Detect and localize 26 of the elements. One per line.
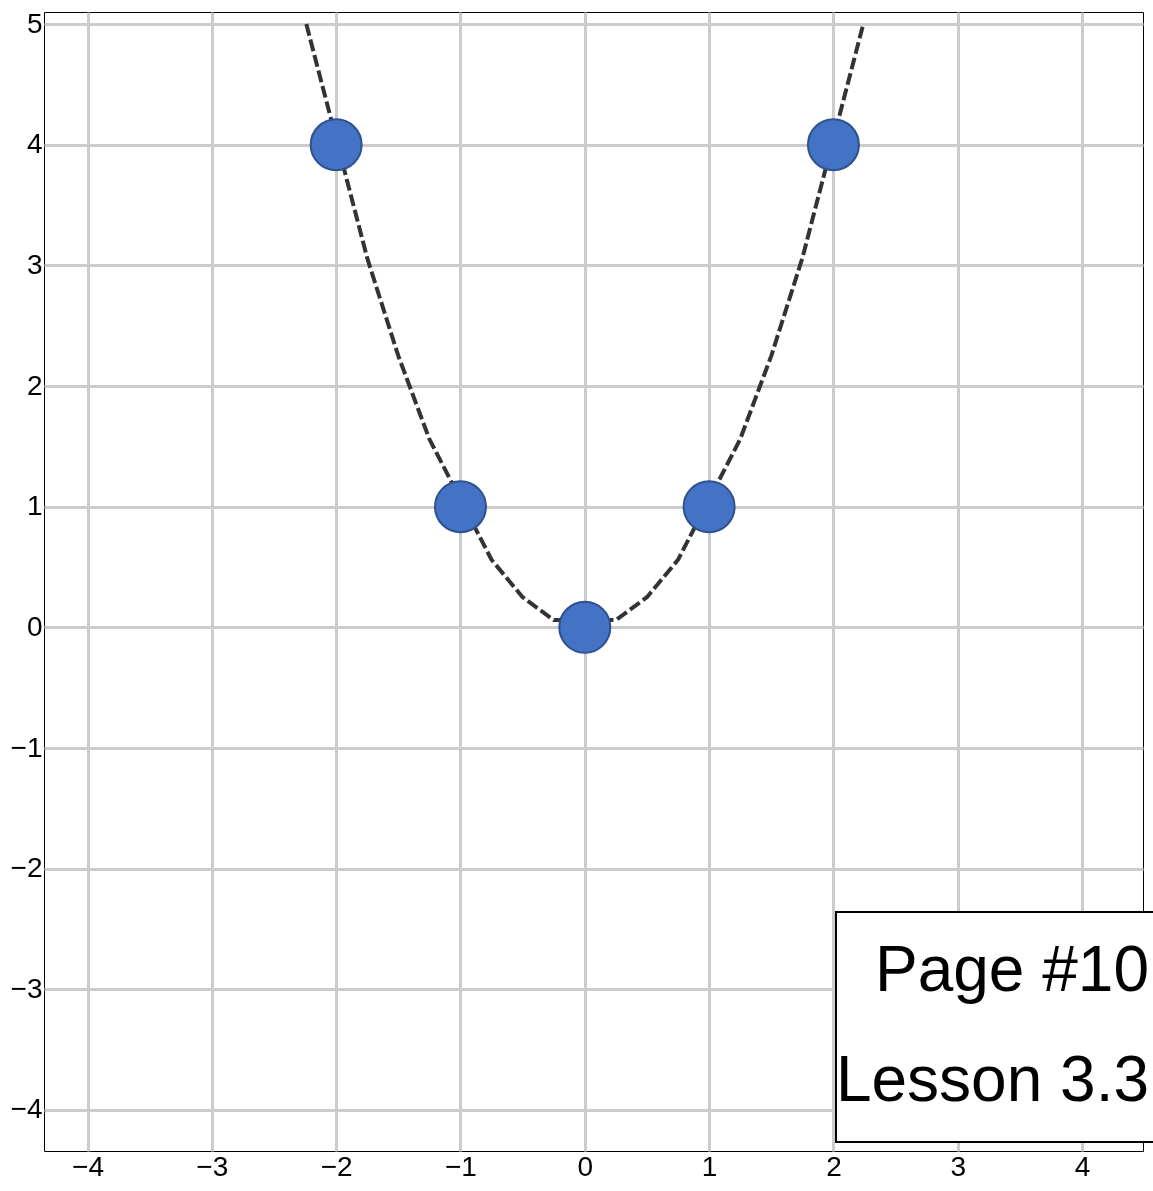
y-tick-label: −4 — [10, 1093, 43, 1125]
x-tick-label: −2 — [320, 1150, 353, 1182]
y-tick-label: −2 — [10, 852, 43, 884]
point — [309, 118, 363, 172]
annotation: Lesson 3.3 — [835, 1043, 1149, 1115]
y-tick-label: 5 — [26, 7, 43, 39]
y-tick-label: 0 — [26, 610, 43, 642]
y-tick-label: −3 — [10, 972, 43, 1004]
point — [558, 600, 612, 654]
annotation: Page #10 — [874, 933, 1149, 1005]
point — [682, 480, 736, 534]
x-tick-label: −4 — [72, 1150, 104, 1182]
y-tick-label: 4 — [26, 128, 43, 160]
x-tick-label: 2 — [826, 1150, 842, 1182]
point — [433, 480, 487, 534]
y-tick-label: 1 — [26, 490, 43, 522]
x-tick-label: 1 — [701, 1150, 718, 1182]
x-tick-label: 0 — [577, 1150, 594, 1182]
y-tick-label: 2 — [26, 369, 43, 401]
y-tick-label: 3 — [26, 248, 43, 280]
x-tick-label: −3 — [196, 1150, 229, 1182]
y-tick-label: −1 — [10, 731, 43, 763]
x-tick-label: −1 — [445, 1150, 477, 1182]
point — [806, 118, 860, 172]
x-tick-label: 4 — [1074, 1150, 1091, 1182]
x-tick-label: 3 — [950, 1150, 967, 1182]
